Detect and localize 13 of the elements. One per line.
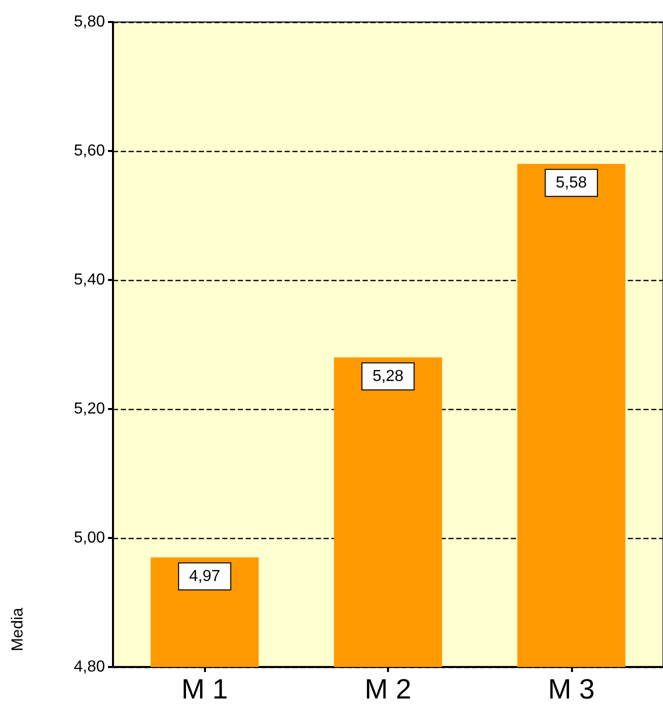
y-tick-label: 5,20 bbox=[74, 400, 106, 418]
data-label: 5,28 bbox=[372, 368, 404, 385]
y-tick-label: 5,60 bbox=[74, 142, 106, 160]
data-label: 4,97 bbox=[189, 568, 220, 585]
data-label: 5,58 bbox=[556, 174, 588, 192]
x-tick-label: M 2 bbox=[364, 674, 412, 704]
x-tick-label: M 3 bbox=[548, 674, 595, 704]
x-tick-label: M 1 bbox=[181, 674, 228, 704]
y-axis-title: Media bbox=[10, 608, 26, 652]
y-tick-label: 5,80 bbox=[74, 14, 106, 30]
y-tick-label: 5,40 bbox=[74, 272, 106, 288]
y-tick-label: 5,00 bbox=[74, 530, 106, 546]
y-tick-label: 4,80 bbox=[74, 658, 106, 676]
